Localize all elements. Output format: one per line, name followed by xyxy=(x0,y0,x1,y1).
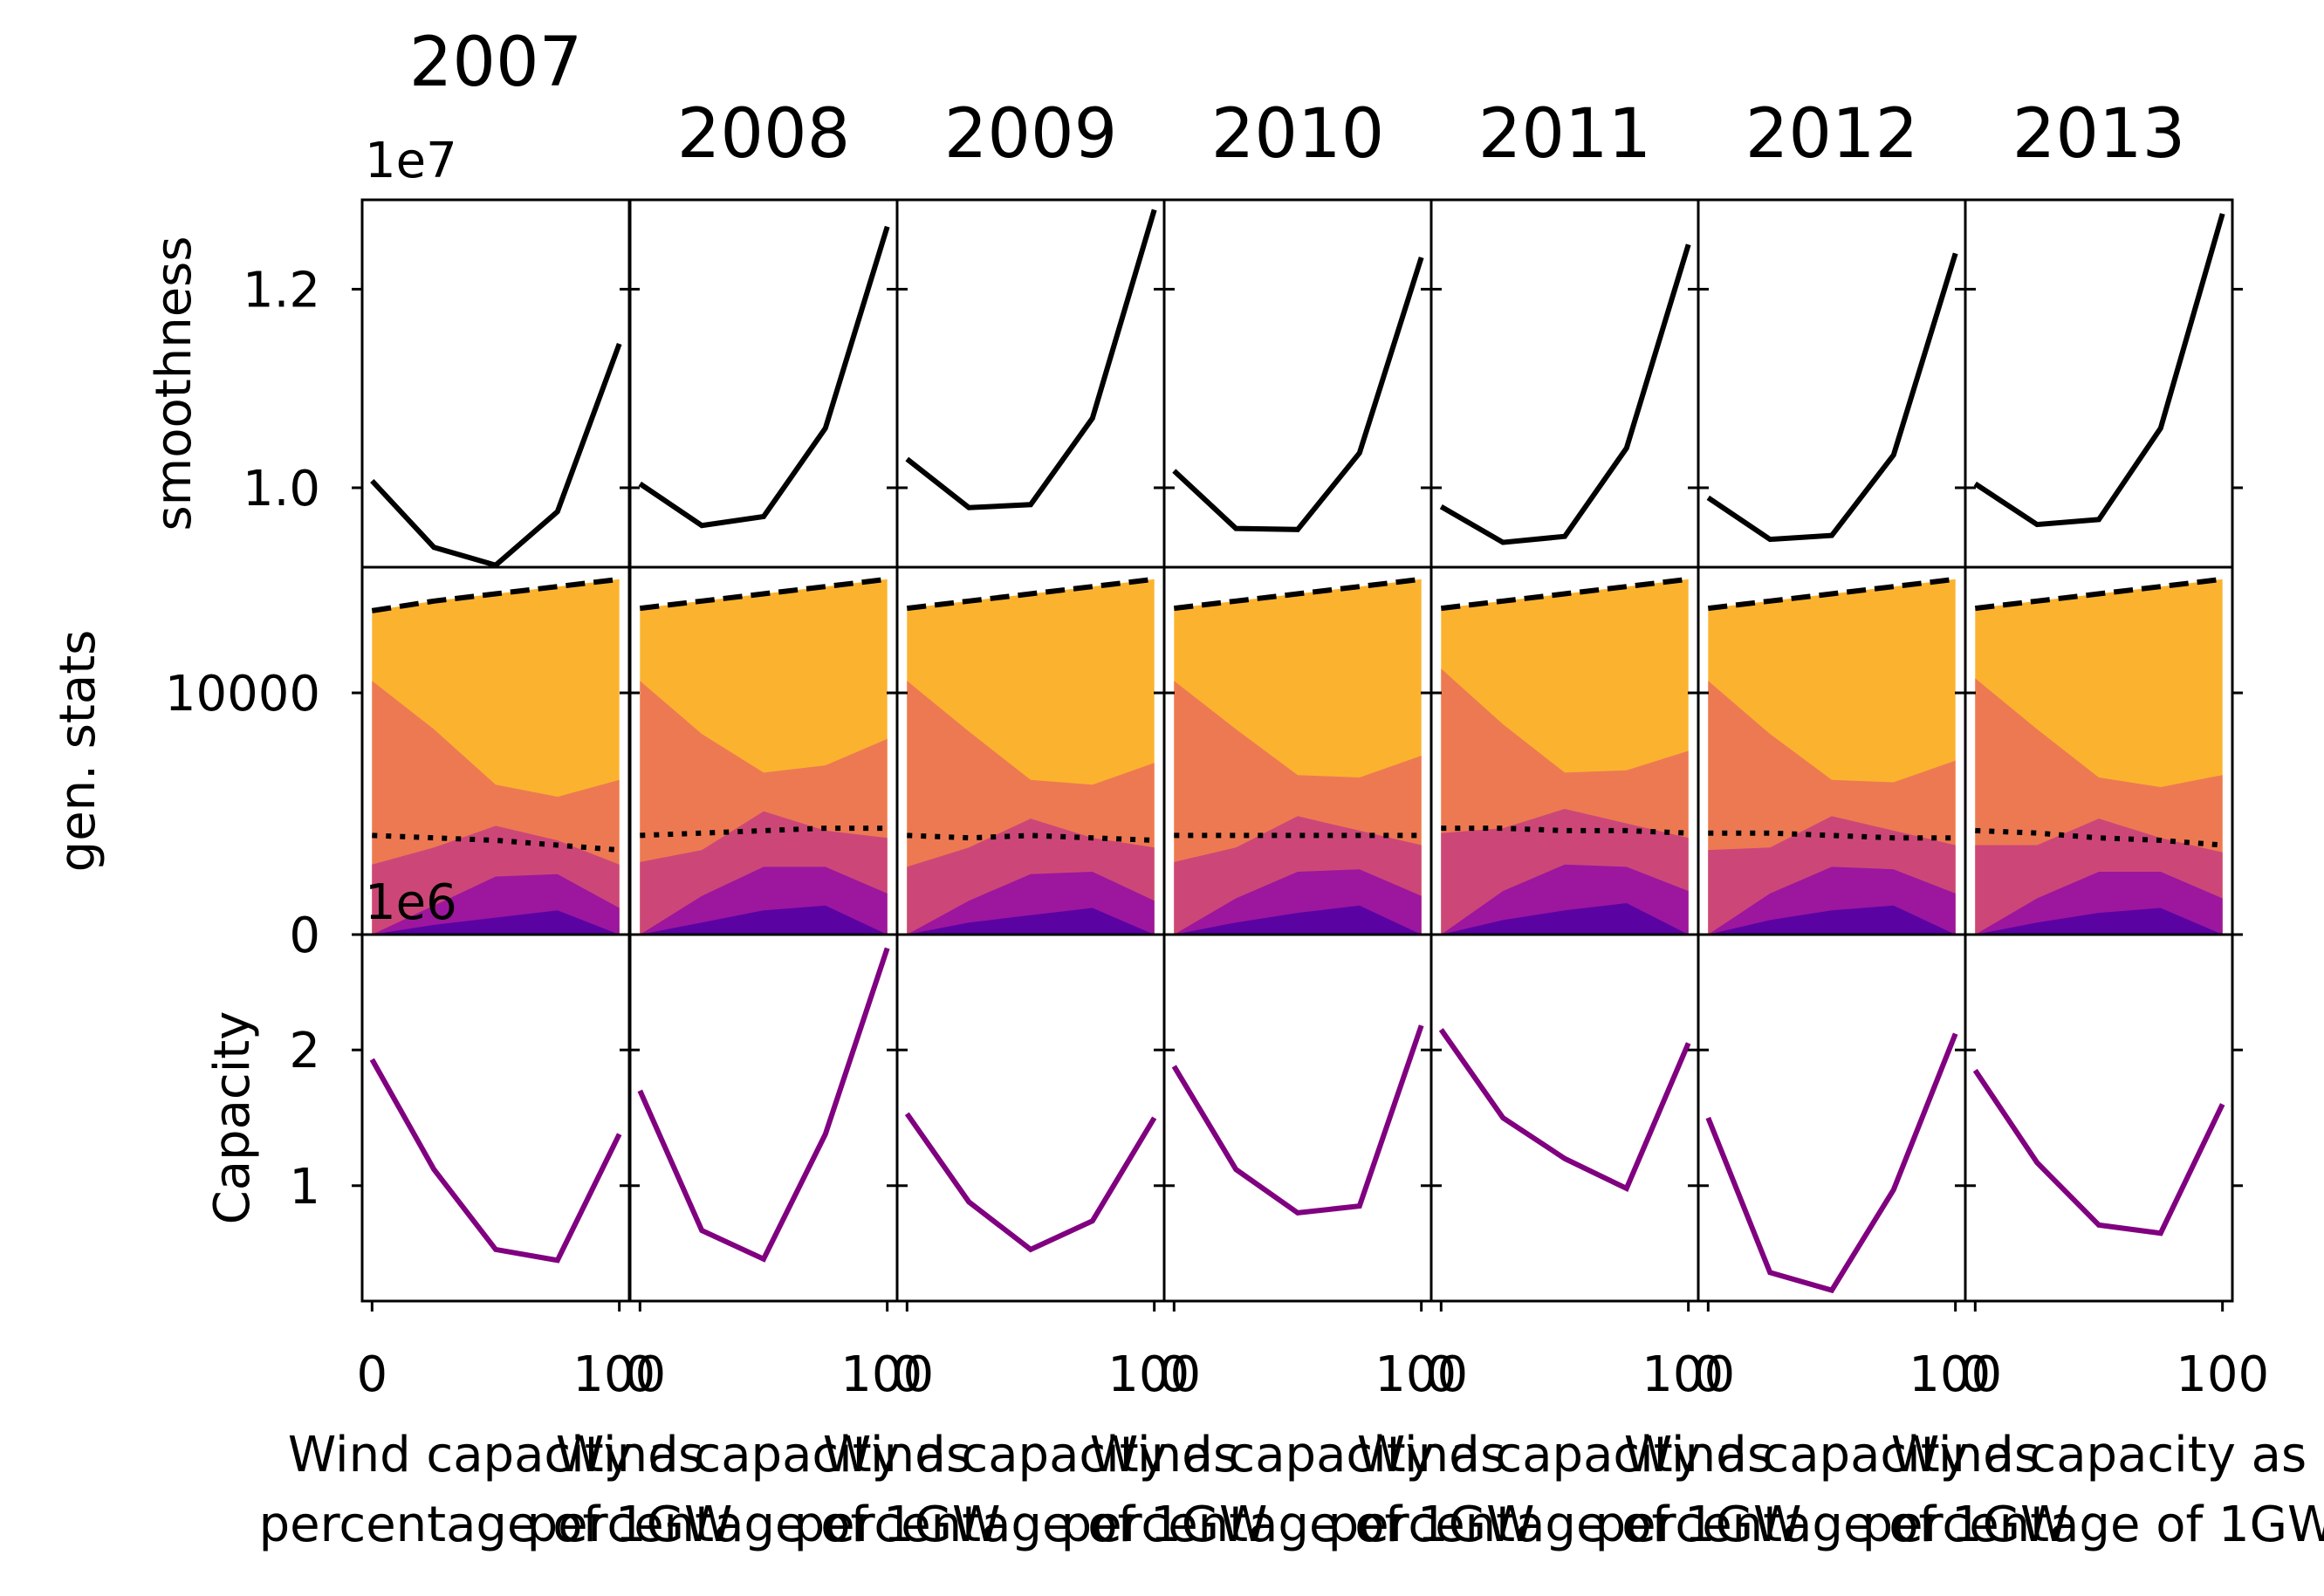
gen-stats-total-line-2012 xyxy=(1707,576,1957,612)
capacity-axis-label: Capacity xyxy=(204,1011,261,1225)
x-axis-label-line1-2007: Wind capacity as xyxy=(288,1427,703,1483)
x-tick-label-2012: 0 xyxy=(1693,1346,1724,1403)
smoothness-frame-2012 xyxy=(1697,198,1967,569)
x-tick-label-2009: 100 xyxy=(1107,1346,1201,1403)
x-axis-label-line2-2008: percentage of 1GW xyxy=(527,1497,1001,1553)
x-axis-label-line1-2011: Wind capacity as xyxy=(1357,1427,1772,1483)
smoothness-line-2012 xyxy=(1706,252,1958,543)
x-axis-label-line1-2010: Wind capacity as xyxy=(1090,1427,1505,1483)
smoothness-frame-2009 xyxy=(895,198,1166,569)
gen-stats-total-line-2008 xyxy=(639,576,888,612)
column-title-2008: 2008 xyxy=(677,95,851,174)
smoothness-frame-2013 xyxy=(1964,198,2234,569)
capacity-frame-2012 xyxy=(1697,933,1967,1303)
gen-stats-total-line-2013 xyxy=(1974,576,2224,612)
column-title-2011: 2011 xyxy=(1478,95,1652,174)
gen-stats-ytick-label: 0 xyxy=(289,908,320,964)
x-tick-label-2011: 100 xyxy=(1642,1346,1735,1403)
smoothness-frame-2010 xyxy=(1162,198,1433,569)
capacity-line-2009 xyxy=(904,1112,1157,1253)
gen-stats-area-layer-1-2009 xyxy=(907,908,1155,935)
smoothness-line-2007 xyxy=(370,342,622,569)
gen-stats-area-layer-1-2010 xyxy=(1174,905,1422,935)
gen-stats-area-layer-1-2011 xyxy=(1441,903,1689,935)
column-title-2007: 2007 xyxy=(409,24,583,102)
gen-stats-area-layer-1-2008 xyxy=(640,905,888,935)
column-title-2013: 2013 xyxy=(2012,95,2186,174)
x-tick-label-2013: 0 xyxy=(1960,1346,1992,1403)
x-tick-label-2008: 100 xyxy=(840,1346,934,1403)
x-tick-label-2011: 0 xyxy=(1426,1346,1457,1403)
capacity-ytick-label: 1 xyxy=(289,1159,320,1216)
x-axis-label-line2-2013: percentage of 1GW xyxy=(1862,1497,2324,1553)
column-title-2009: 2009 xyxy=(944,95,1118,174)
x-axis-label-line1-2013: Wind capacity as xyxy=(1891,1427,2307,1483)
x-axis-label-line2-2012: percentage of 1GW xyxy=(1595,1497,2069,1553)
capacity-frame-2008 xyxy=(628,933,899,1303)
capacity-offset-label: 1e6 xyxy=(365,874,457,931)
capacity-line-2013 xyxy=(1972,1068,2225,1236)
x-axis-label-line1-2009: Wind capacity as xyxy=(823,1427,1238,1483)
x-tick-label-2010: 100 xyxy=(1375,1346,1468,1403)
smoothness-axis-label: smoothness xyxy=(146,236,202,531)
gen-stats-axis-label: gen. stats xyxy=(50,630,106,873)
capacity-line-2011 xyxy=(1438,1028,1691,1192)
x-axis-label-line1-2008: Wind capacity as xyxy=(556,1427,971,1483)
gen-stats-area-layer-1-2013 xyxy=(1975,908,2223,935)
smoothness-frame-2011 xyxy=(1429,198,1700,569)
smoothness-offset-label: 1e7 xyxy=(365,133,457,189)
x-tick-label-2007: 100 xyxy=(572,1346,666,1403)
x-axis-label-line1-2012: Wind capacity as xyxy=(1624,1427,2039,1483)
capacity-frame-2013 xyxy=(1964,933,2234,1303)
capacity-line-2008 xyxy=(637,947,890,1263)
smoothness-line-2009 xyxy=(905,209,1157,510)
capacity-frame-2009 xyxy=(895,933,1166,1303)
gen-stats-total-line-2010 xyxy=(1173,576,1423,612)
x-axis-label-line2-2009: percentage of 1GW xyxy=(794,1497,1268,1553)
smoothness-line-2010 xyxy=(1172,257,1424,532)
x-axis-label-line2-2010: percentage of 1GW xyxy=(1061,1497,1535,1553)
gen-stats-area-layer-1-2007 xyxy=(372,910,620,935)
gen-stats-ytick-label: 10000 xyxy=(165,666,320,723)
x-tick-label-2012: 100 xyxy=(1909,1346,2002,1403)
smoothness-ytick-label: 1.0 xyxy=(243,461,320,517)
x-tick-label-2013: 100 xyxy=(2176,1346,2269,1403)
smoothness-line-2013 xyxy=(1973,213,2225,528)
gen-stats-total-line-2009 xyxy=(906,576,1155,612)
capacity-ytick-label: 2 xyxy=(289,1023,320,1079)
x-axis-label-line2-2011: percentage of 1GW xyxy=(1328,1497,1802,1553)
x-tick-label-2009: 0 xyxy=(892,1346,923,1403)
gen-stats-area-layer-1-2012 xyxy=(1708,905,1956,935)
smoothness-line-2011 xyxy=(1439,243,1691,545)
column-title-2012: 2012 xyxy=(1745,95,1919,174)
gen-stats-total-line-2011 xyxy=(1440,576,1690,612)
x-axis-label-line2-2007: percentage of 1GW xyxy=(259,1497,733,1553)
capacity-line-2012 xyxy=(1705,1032,1958,1294)
smoothness-line-2008 xyxy=(638,225,890,529)
x-tick-label-2008: 0 xyxy=(625,1346,656,1403)
gen-stats-total-line-2007 xyxy=(371,576,620,613)
smoothness-ytick-label: 1.2 xyxy=(243,262,320,319)
column-title-2010: 2010 xyxy=(1211,95,1385,174)
x-tick-label-2007: 0 xyxy=(357,1346,388,1403)
x-tick-label-2010: 0 xyxy=(1159,1346,1190,1403)
capacity-line-2007 xyxy=(369,1058,622,1264)
capacity-line-2010 xyxy=(1171,1024,1424,1216)
